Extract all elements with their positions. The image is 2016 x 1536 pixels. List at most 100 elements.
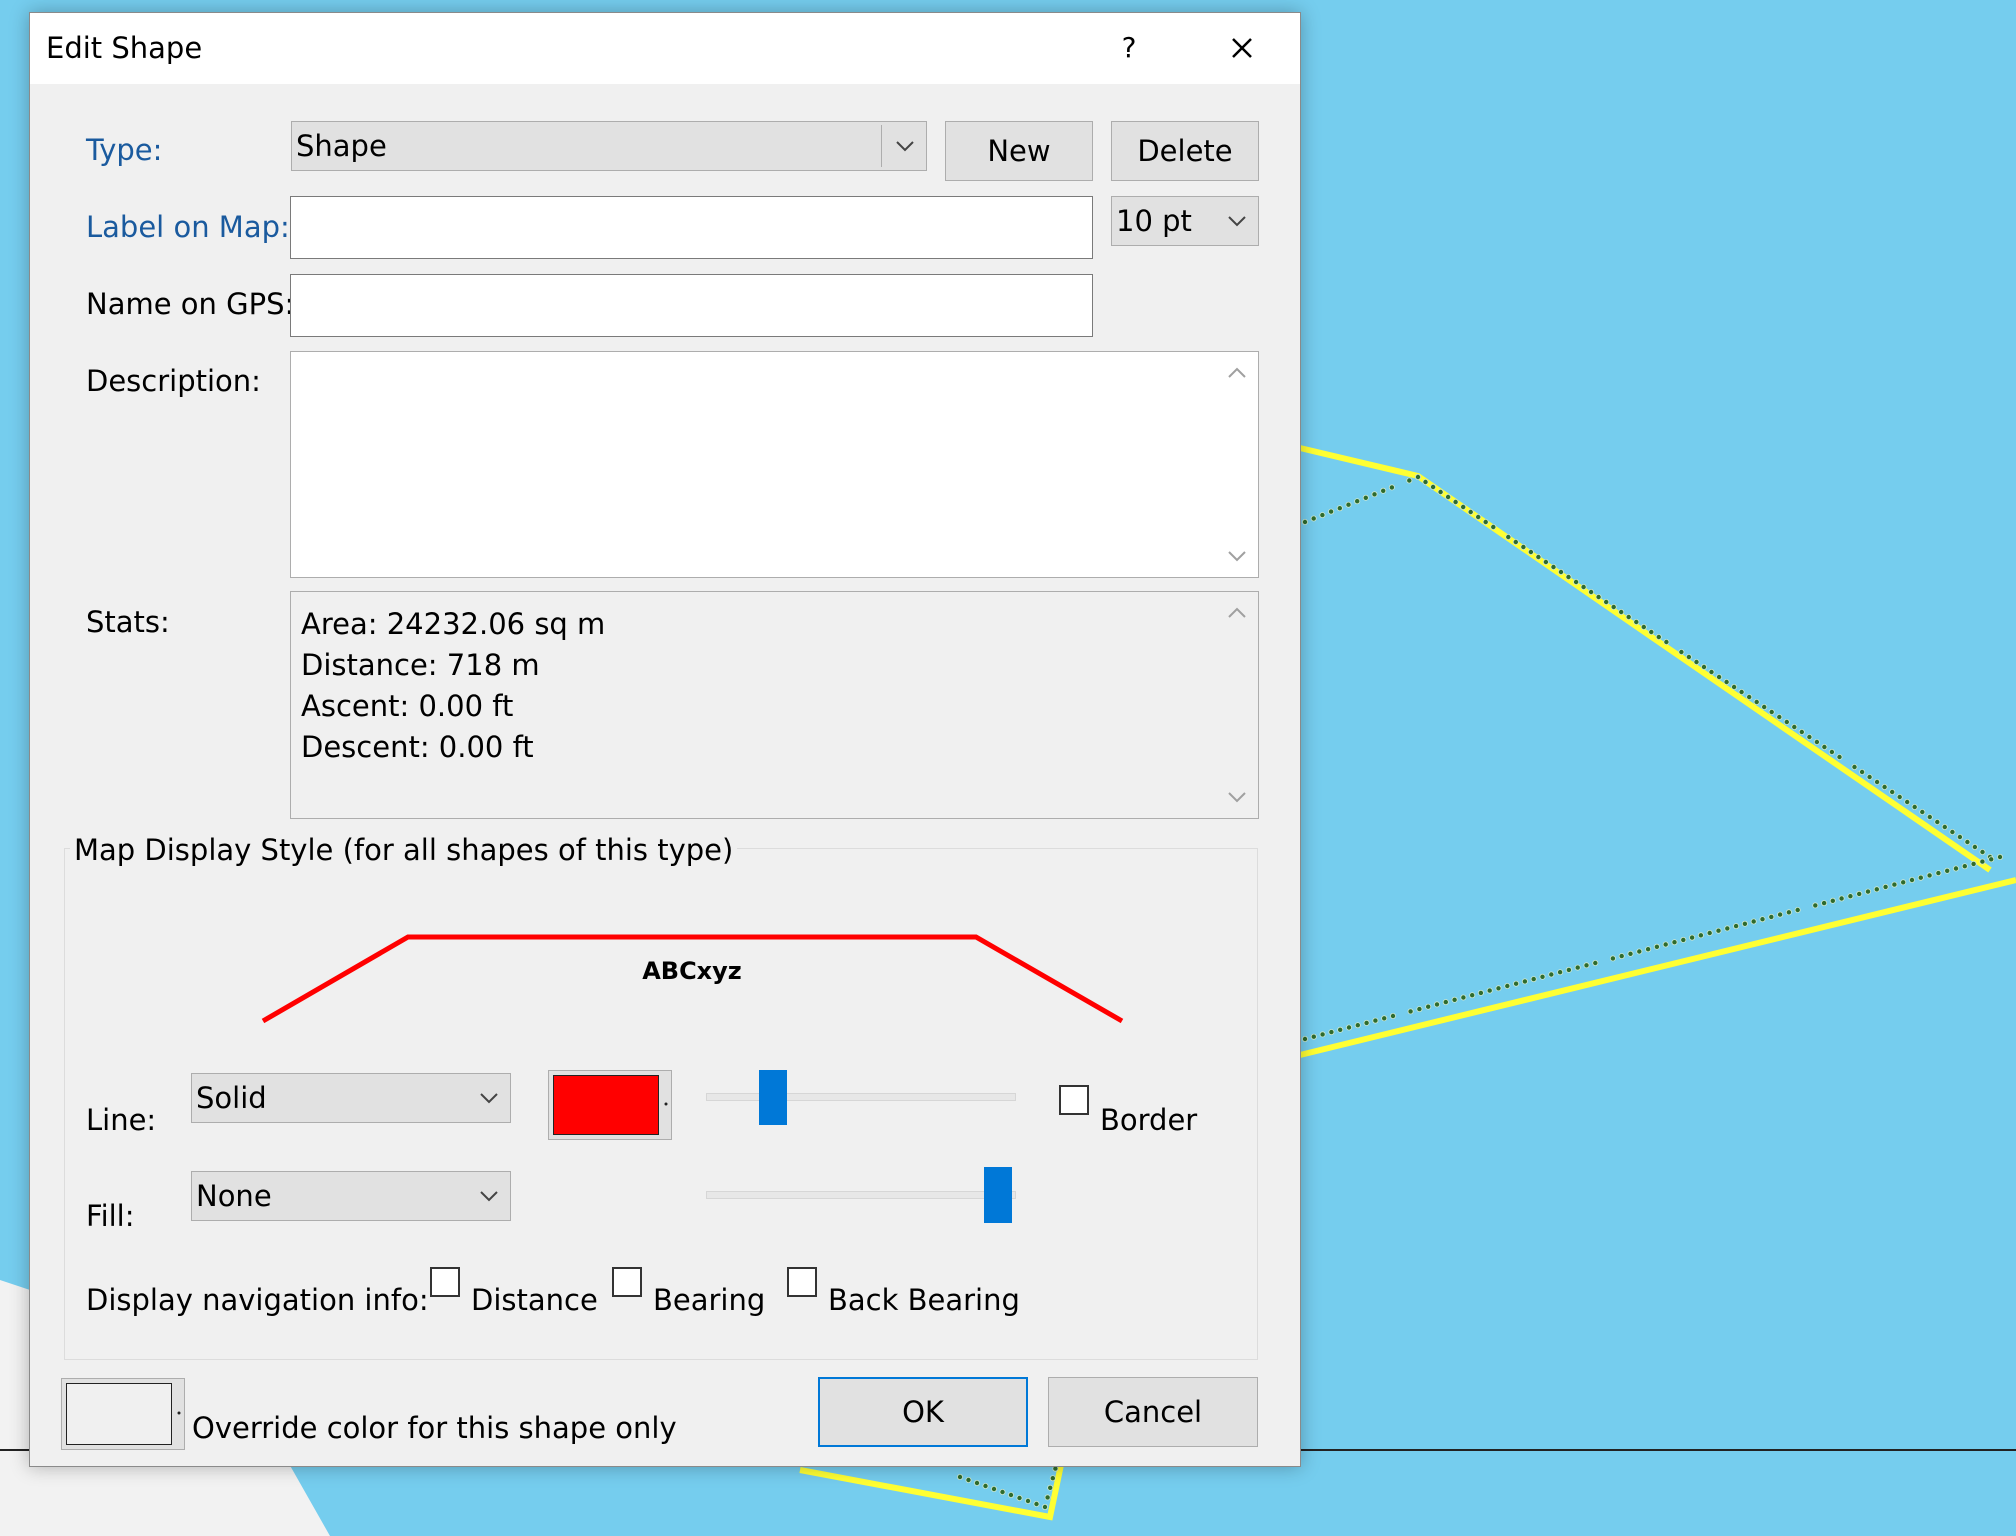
track-point: [1856, 890, 1863, 897]
track-point: [1008, 1492, 1015, 1499]
track-point: [1425, 1003, 1432, 1010]
track-point: [1371, 491, 1378, 498]
name-on-gps-label: Name on GPS:: [86, 287, 295, 321]
track-point: [1345, 501, 1352, 508]
track-point: [1636, 948, 1643, 955]
track-point: [1813, 739, 1820, 746]
line-opacity-slider-track[interactable]: [706, 1093, 1016, 1101]
type-dropdown[interactable]: Shape: [291, 121, 927, 171]
stats-descent: Descent: 0.00 ft: [301, 730, 534, 764]
track-point: [999, 1489, 1006, 1496]
track-point: [1565, 574, 1572, 581]
track-point: [1495, 985, 1502, 992]
track-point: [1662, 941, 1669, 948]
bearing-checkbox[interactable]: [612, 1267, 642, 1297]
scroll-up-icon[interactable]: [1226, 606, 1248, 620]
track-point: [1706, 930, 1713, 937]
track-point: [1520, 544, 1527, 551]
track-point: [1557, 969, 1564, 976]
line-color-swatch: [553, 1075, 659, 1135]
track-point: [1750, 918, 1757, 925]
type-dropdown-separator: [881, 125, 882, 167]
track-point: [1882, 883, 1889, 890]
track-point: [1640, 624, 1647, 631]
map-track-points: [957, 473, 2004, 1511]
track-point: [1550, 564, 1557, 571]
font-size-value: 10 pt: [1116, 204, 1192, 238]
track-point: [1746, 694, 1753, 701]
fill-opacity-slider-track[interactable]: [706, 1191, 1016, 1199]
name-on-gps-input[interactable]: [290, 274, 1093, 337]
scroll-up-icon[interactable]: [1226, 366, 1248, 380]
track-point: [1889, 789, 1896, 796]
track-point: [1319, 512, 1326, 519]
track-point: [1445, 493, 1452, 500]
track-point: [1926, 872, 1933, 879]
track-point: [1047, 1484, 1054, 1491]
map-track-edge-bottom: [1299, 877, 2016, 1058]
track-point: [1310, 1033, 1317, 1040]
line-label: Line:: [86, 1103, 157, 1137]
track-point: [1354, 1022, 1361, 1029]
label-on-map-input[interactable]: [290, 196, 1093, 259]
track-point: [1935, 870, 1942, 877]
close-button[interactable]: [1210, 23, 1274, 73]
line-style-dropdown[interactable]: Solid: [191, 1073, 511, 1123]
track-point: [1768, 709, 1775, 716]
track-point: [1437, 488, 1444, 495]
track-point: [1521, 978, 1528, 985]
track-point: [1904, 799, 1911, 806]
track-point: [1794, 907, 1801, 914]
track-point: [1859, 769, 1866, 776]
track-point: [1390, 1013, 1397, 1020]
border-checkbox[interactable]: [1059, 1085, 1089, 1115]
track-point: [1791, 724, 1798, 731]
description-textarea[interactable]: [290, 351, 1259, 578]
description-scrollbar[interactable]: [1216, 352, 1258, 577]
track-point: [1609, 955, 1616, 962]
track-point: [1460, 503, 1467, 510]
track-point: [1873, 886, 1880, 893]
track-point: [1776, 714, 1783, 721]
track-point: [1633, 619, 1640, 626]
back-bearing-label: Back Bearing: [828, 1283, 1020, 1317]
track-point: [1723, 679, 1730, 686]
track-point: [1678, 649, 1685, 656]
new-button[interactable]: New: [945, 121, 1093, 181]
line-color-button[interactable]: [548, 1070, 672, 1140]
track-point: [1460, 994, 1467, 1001]
stats-area: Area: 24232.06 sq m: [301, 607, 606, 641]
track-point: [1535, 554, 1542, 561]
track-point: [1592, 960, 1599, 967]
distance-checkbox[interactable]: [430, 1267, 460, 1297]
track-point: [1693, 659, 1700, 666]
back-bearing-checkbox[interactable]: [787, 1267, 817, 1297]
stats-ascent: Ascent: 0.00 ft: [301, 689, 514, 723]
dropdown-dot-icon: [177, 1411, 181, 1415]
delete-button[interactable]: Delete: [1111, 121, 1259, 181]
track-point: [974, 1480, 981, 1487]
track-point: [1415, 473, 1422, 480]
fill-style-dropdown[interactable]: None: [191, 1171, 511, 1221]
line-opacity-slider-thumb[interactable]: [759, 1070, 787, 1125]
scroll-down-icon[interactable]: [1226, 549, 1248, 563]
track-point: [1542, 559, 1549, 566]
fill-opacity-slider-thumb[interactable]: [984, 1167, 1012, 1223]
stats-distance: Distance: 718 m: [301, 648, 540, 682]
ok-button[interactable]: OK: [818, 1377, 1028, 1447]
title-bar: Edit Shape ?: [30, 13, 1300, 84]
scroll-down-icon[interactable]: [1226, 790, 1248, 804]
override-color-button[interactable]: [61, 1378, 185, 1450]
cancel-button[interactable]: Cancel: [1048, 1377, 1258, 1447]
track-point: [1407, 1008, 1414, 1015]
track-point: [1881, 784, 1888, 791]
font-size-dropdown[interactable]: 10 pt: [1111, 196, 1259, 246]
chevron-down-icon: [480, 1093, 498, 1104]
track-point: [1828, 749, 1835, 756]
track-point: [1527, 549, 1534, 556]
help-button[interactable]: ?: [1099, 23, 1159, 73]
track-point: [1406, 477, 1413, 484]
stats-scrollbar[interactable]: [1216, 592, 1258, 818]
track-point: [1934, 819, 1941, 826]
track-point: [1911, 804, 1918, 811]
